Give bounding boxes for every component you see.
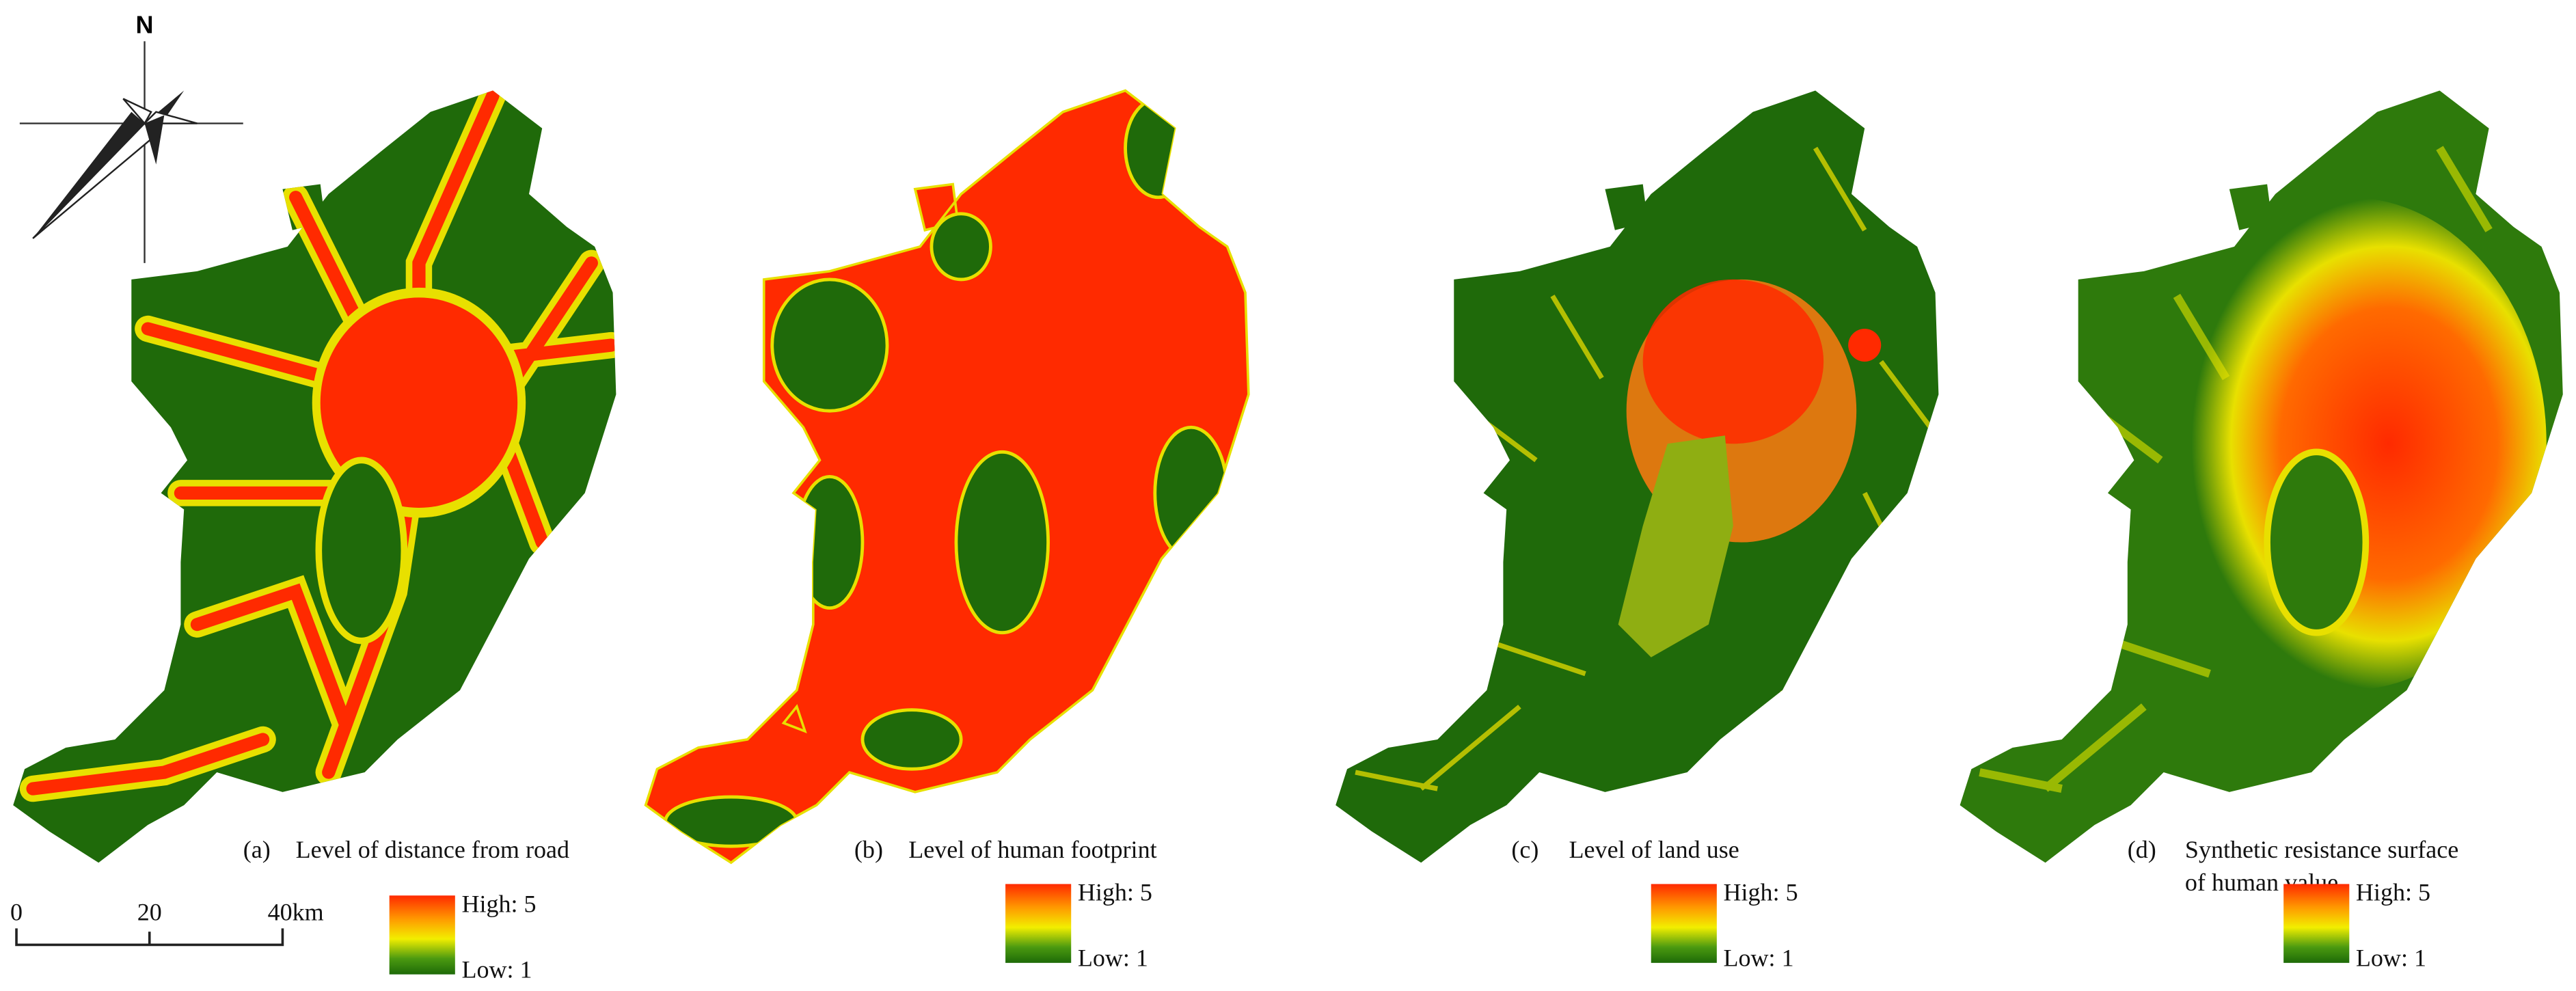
- legend-ramp: [389, 895, 455, 975]
- panel-letter: (d): [2128, 836, 2156, 863]
- map-panel-b: [644, 89, 1250, 865]
- panel-caption: Level of distance from road: [296, 836, 569, 863]
- roads: [19, 90, 616, 802]
- resistance: [1979, 146, 2547, 793]
- legend-low: Low: 1: [1078, 945, 1148, 972]
- panel-letter: (c): [1511, 836, 1538, 863]
- scale-label: 40km: [268, 898, 324, 925]
- panel-letter: (a): [243, 836, 271, 863]
- map-panel-d: [1960, 90, 2563, 863]
- panel-caption: Level of land use: [1569, 836, 1739, 863]
- scale-bar: 0 20 40km: [10, 898, 324, 947]
- north-label: N: [136, 10, 154, 38]
- panel-letter: (b): [854, 836, 883, 863]
- scale-label: 20: [137, 898, 162, 925]
- legend-ramp: [1005, 884, 1072, 963]
- panel-caption: Synthetic resistance surface: [2185, 836, 2458, 863]
- map-panel-a: [13, 90, 616, 863]
- legend-high: High: 5: [1078, 879, 1152, 906]
- labels: (a) Level of distance from road High: 5 Low…: [243, 836, 2459, 983]
- map-panel-c: [1336, 90, 1939, 863]
- legend-ramp: [1651, 884, 1717, 963]
- legend-ramp: [2283, 884, 2350, 963]
- land-use: [1355, 146, 1933, 791]
- scale-label: 0: [10, 898, 23, 925]
- legend-high: High: 5: [2356, 879, 2430, 906]
- panel-caption: Level of human footprint: [908, 836, 1156, 863]
- legend-low: Low: 1: [461, 955, 532, 983]
- patches: [664, 97, 1229, 848]
- legend-low: Low: 1: [1723, 945, 1793, 972]
- legend-high: High: 5: [461, 890, 536, 917]
- legend-low: Low: 1: [2356, 945, 2426, 972]
- legend-high: High: 5: [1723, 879, 1798, 906]
- compass: N: [19, 10, 243, 263]
